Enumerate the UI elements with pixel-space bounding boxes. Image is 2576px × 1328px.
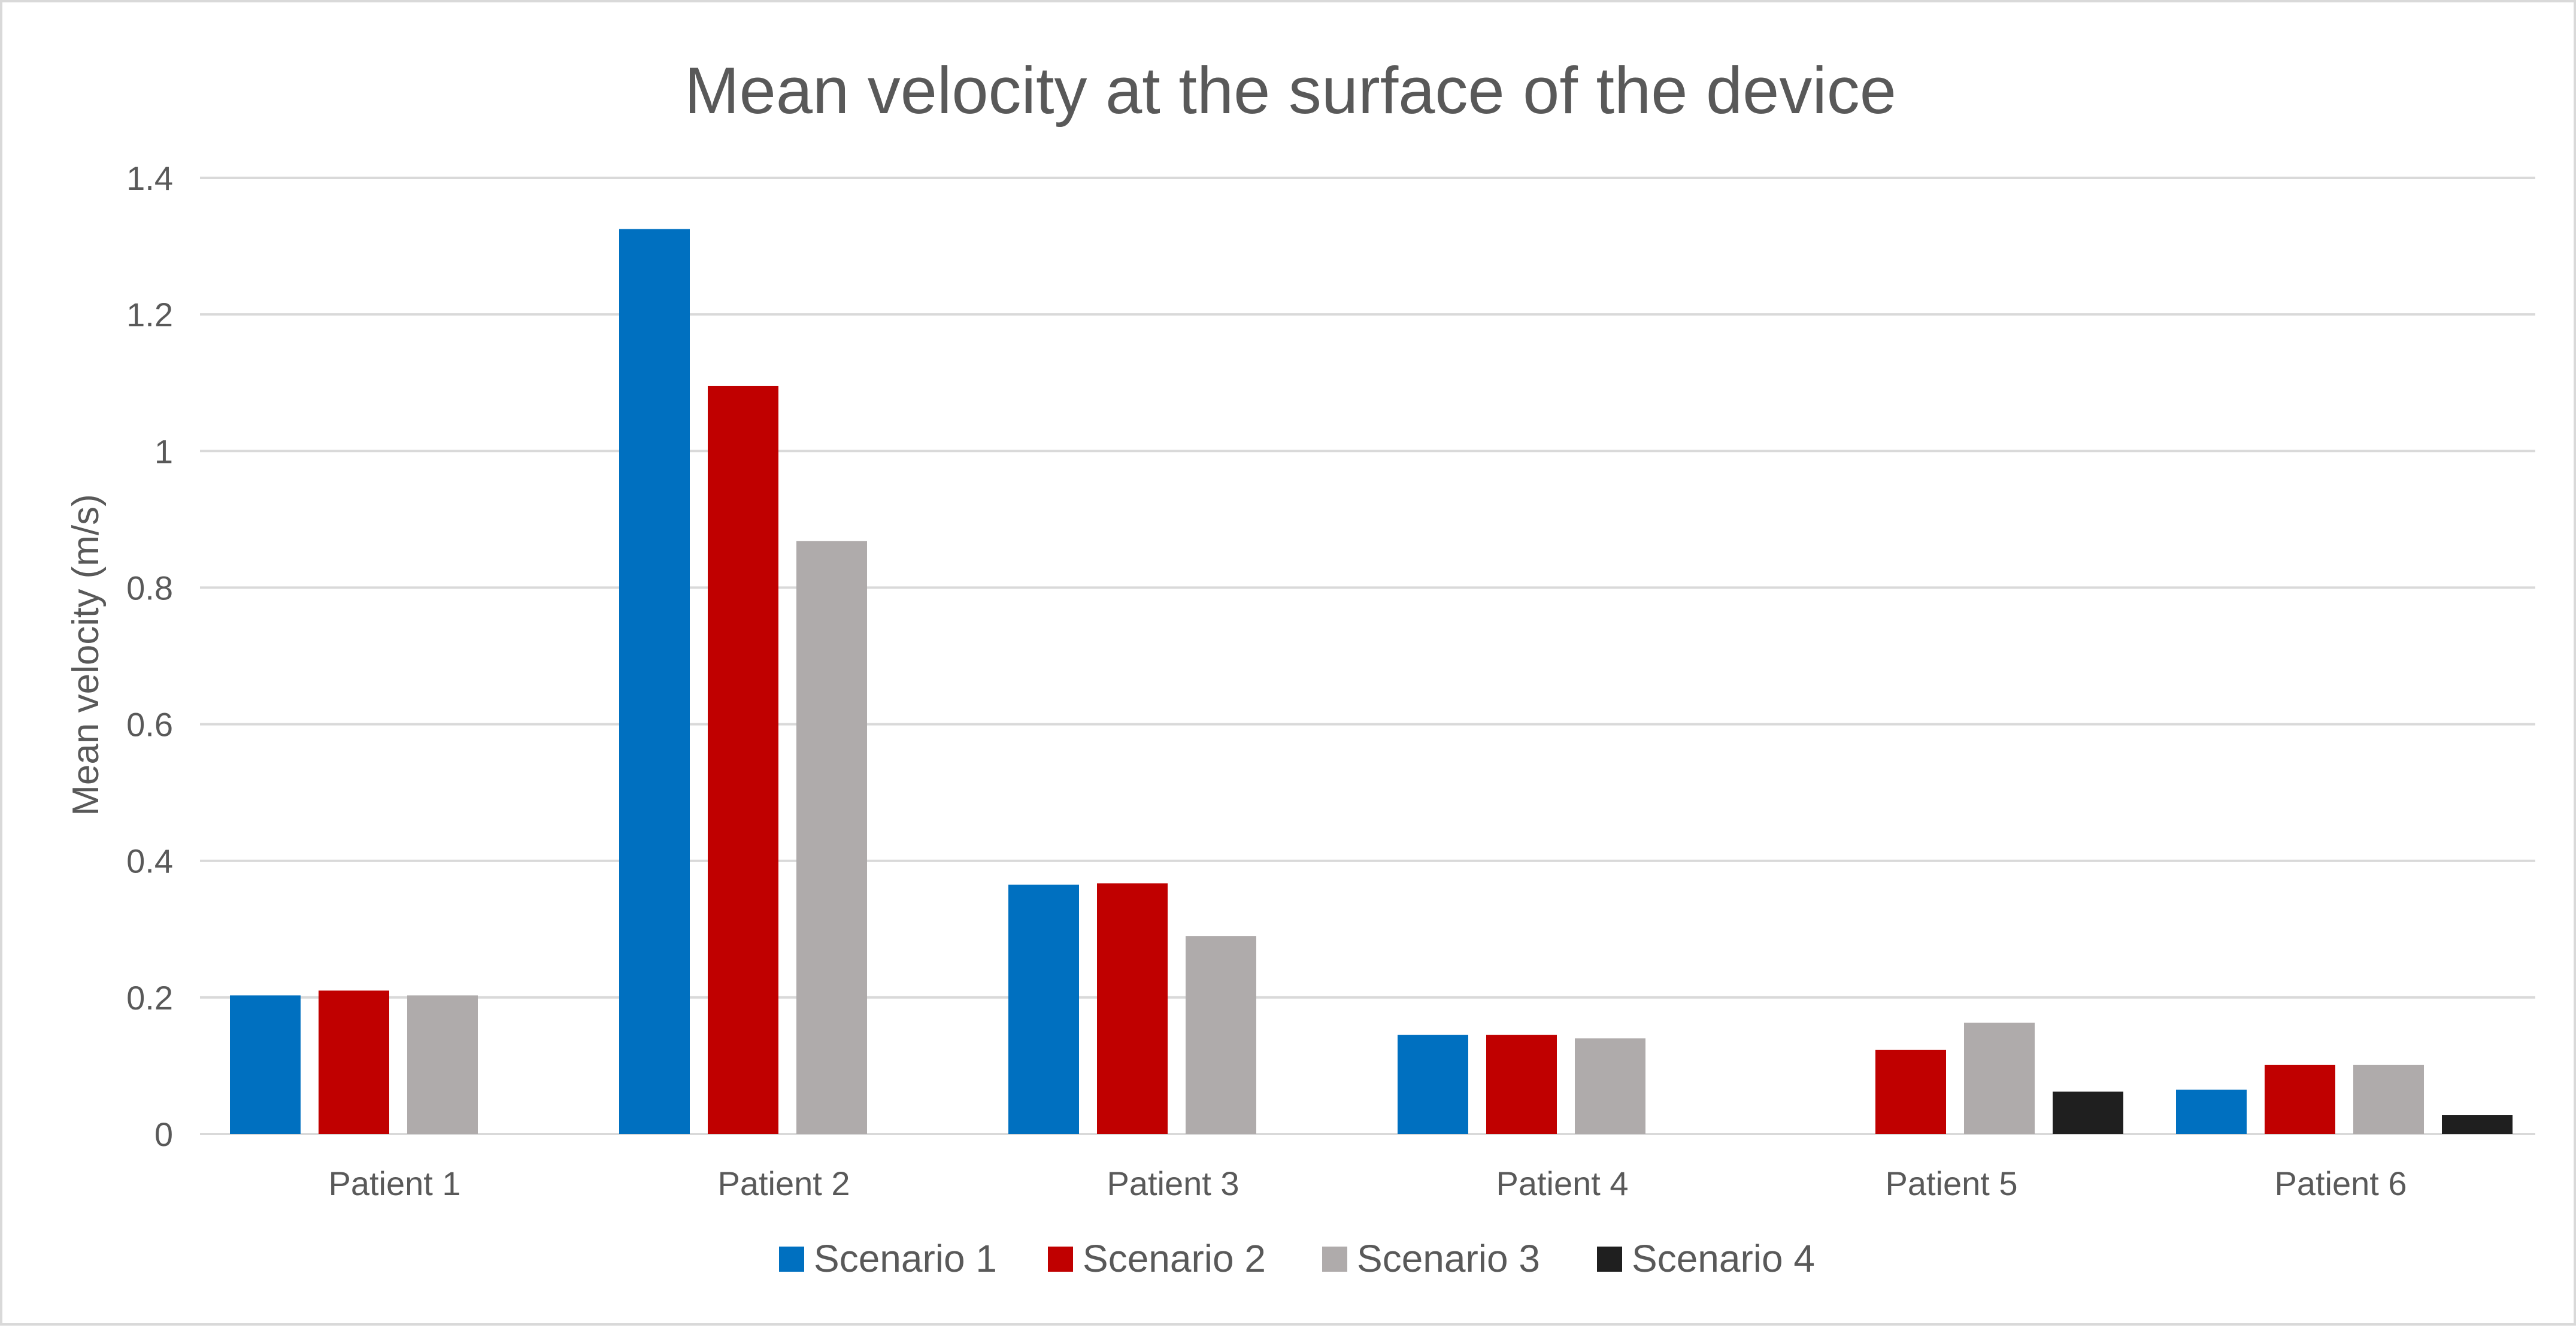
legend-label: Scenario 3 (1357, 1237, 1540, 1280)
x-tick-label: Patient 3 (1107, 1165, 1239, 1202)
y-axis-label: Mean velocity (m/s) (65, 494, 107, 815)
y-tick-label: 1.4 (126, 159, 173, 197)
legend-swatch (1048, 1247, 1073, 1272)
legend-swatch (779, 1247, 804, 1272)
y-tick-label: 1.2 (126, 296, 173, 333)
legend-swatch (1322, 1247, 1347, 1272)
legend-swatch (1597, 1247, 1622, 1272)
bar (1875, 1050, 1946, 1134)
bar (1486, 1035, 1557, 1134)
y-tick-label: 0.2 (126, 979, 173, 1017)
y-axis-ticks: 0 0.2 0.4 0.6 0.8 1 1.2 1.4 (126, 159, 173, 1153)
y-tick-label: 0.4 (126, 842, 173, 880)
x-tick-label: Patient 1 (328, 1165, 460, 1202)
x-tick-label: Patient 5 (1885, 1165, 2017, 1202)
bar (1398, 1035, 1468, 1134)
bar (1575, 1038, 1645, 1134)
bar (2353, 1065, 2424, 1134)
y-tick-label: 1 (154, 432, 173, 470)
legend-label: Scenario 2 (1083, 1237, 1266, 1280)
bar (796, 541, 867, 1134)
chart-title: Mean velocity at the surface of the devi… (684, 54, 1896, 128)
legend-label: Scenario 1 (814, 1237, 997, 1280)
x-axis-ticks: Patient 1 Patient 2 Patient 3 Patient 4 Pati… (328, 1165, 2407, 1202)
bar (2053, 1091, 2123, 1134)
bar (230, 995, 301, 1134)
y-tick-label: 0 (154, 1115, 173, 1153)
bar (708, 386, 778, 1134)
bar (1097, 883, 1168, 1134)
x-tick-label: Patient 6 (2274, 1165, 2407, 1202)
bar (2176, 1089, 2247, 1134)
bar (1964, 1023, 2035, 1134)
bar (1008, 884, 1079, 1134)
x-tick-label: Patient 4 (1496, 1165, 1628, 1202)
y-tick-label: 0.8 (126, 569, 173, 607)
bar (619, 229, 690, 1134)
bar (1186, 936, 1256, 1134)
x-tick-label: Patient 2 (717, 1165, 850, 1202)
bars (230, 229, 2513, 1134)
bar (319, 990, 389, 1134)
y-tick-label: 0.6 (126, 706, 173, 744)
legend-label: Scenario 4 (1632, 1237, 1815, 1280)
bar (2442, 1115, 2513, 1134)
gridlines (200, 177, 2535, 1135)
bar (407, 995, 478, 1134)
legend: Scenario 1 Scenario 2 Scenario 3 Scenario 4 (779, 1237, 1815, 1280)
bar (2265, 1065, 2335, 1134)
